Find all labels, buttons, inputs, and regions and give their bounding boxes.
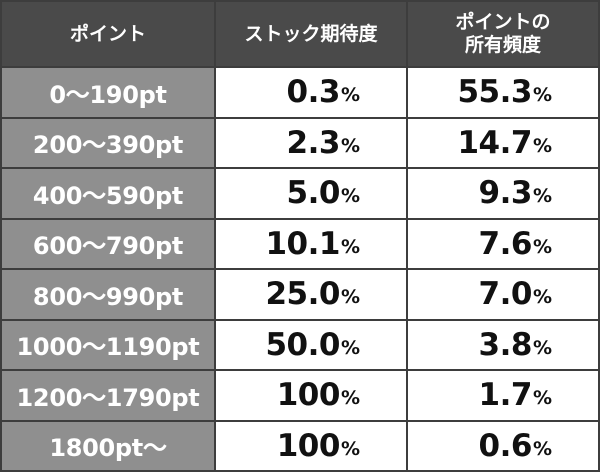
- percent-sign: %: [532, 134, 552, 157]
- stock-expectation-value: 25.0%: [216, 270, 406, 319]
- percent-sign: %: [340, 84, 360, 107]
- row-point-range: 1200～1790pt: [2, 371, 214, 420]
- header-ownership-frequency: ポイントの 所有頻度: [408, 2, 598, 66]
- row-point-range: 800～990pt: [2, 270, 214, 319]
- freq-percent-number: 3.8: [478, 326, 533, 363]
- header-freq-label-line1: ポイントの: [455, 11, 551, 34]
- stock-percent-number: 100: [276, 427, 341, 464]
- header-freq-label-line2: 所有頻度: [464, 34, 541, 56]
- ownership-frequency-value: 1.7%: [408, 371, 598, 420]
- stock-expectation-value: 0.3%: [216, 68, 406, 117]
- ownership-frequency-value: 55.3%: [408, 68, 598, 117]
- stock-expectation-value: 50.0%: [216, 320, 406, 369]
- percent-sign: %: [532, 84, 552, 107]
- row-point-range: 400～590pt: [2, 169, 214, 218]
- stock-percent-number: 2.3: [286, 124, 341, 161]
- percent-sign: %: [532, 387, 552, 410]
- freq-percent-number: 9.3: [478, 175, 533, 212]
- stock-percent-number: 5.0: [286, 175, 341, 212]
- ownership-frequency-value: 0.6%: [408, 421, 598, 470]
- ownership-frequency-value: 7.0%: [408, 270, 598, 319]
- stock-percent-number: 10.1: [265, 225, 340, 262]
- percent-sign: %: [532, 185, 552, 208]
- percent-sign: %: [340, 134, 360, 157]
- stock-percent-number: 50.0: [265, 326, 340, 363]
- row-point-range: 1800pt～: [2, 421, 214, 470]
- ownership-frequency-value: 3.8%: [408, 320, 598, 369]
- stock-percent-number: 25.0: [265, 276, 340, 313]
- freq-percent-number: 0.6: [478, 427, 533, 464]
- percent-sign: %: [340, 286, 360, 309]
- freq-percent-number: 7.0: [478, 276, 533, 313]
- freq-percent-number: 7.6: [478, 225, 533, 262]
- freq-percent-number: 55.3: [457, 74, 532, 111]
- freq-percent-number: 14.7: [457, 124, 532, 161]
- ownership-frequency-value: 14.7%: [408, 118, 598, 167]
- stock-expectation-value: 100%: [216, 371, 406, 420]
- percent-sign: %: [340, 387, 360, 410]
- stock-expectation-value: 10.1%: [216, 219, 406, 268]
- stock-percent-number: 100: [276, 377, 341, 414]
- ownership-frequency-value: 9.3%: [408, 169, 598, 218]
- percent-sign: %: [532, 286, 552, 309]
- percent-sign: %: [340, 185, 360, 208]
- stock-expectation-value: 2.3%: [216, 118, 406, 167]
- percent-sign: %: [340, 336, 360, 359]
- percent-sign: %: [532, 437, 552, 460]
- row-point-range: 1000～1190pt: [2, 320, 214, 369]
- row-point-range: 200～390pt: [2, 118, 214, 167]
- row-point-range: 600～790pt: [2, 219, 214, 268]
- header-stock-label: ストック期待度: [244, 22, 378, 45]
- percent-sign: %: [340, 235, 360, 258]
- header-stock-expectation: ストック期待度: [216, 2, 406, 66]
- freq-percent-number: 1.7: [478, 377, 533, 414]
- header-points: ポイント: [2, 2, 214, 66]
- percent-sign: %: [532, 336, 552, 359]
- percent-sign: %: [532, 235, 552, 258]
- ownership-frequency-value: 7.6%: [408, 219, 598, 268]
- stock-percent-number: 0.3: [286, 74, 341, 111]
- stock-expectation-value: 100%: [216, 421, 406, 470]
- percent-sign: %: [340, 437, 360, 460]
- header-points-label: ポイント: [69, 22, 146, 45]
- row-point-range: 0～190pt: [2, 68, 214, 117]
- stock-expectation-value: 5.0%: [216, 169, 406, 218]
